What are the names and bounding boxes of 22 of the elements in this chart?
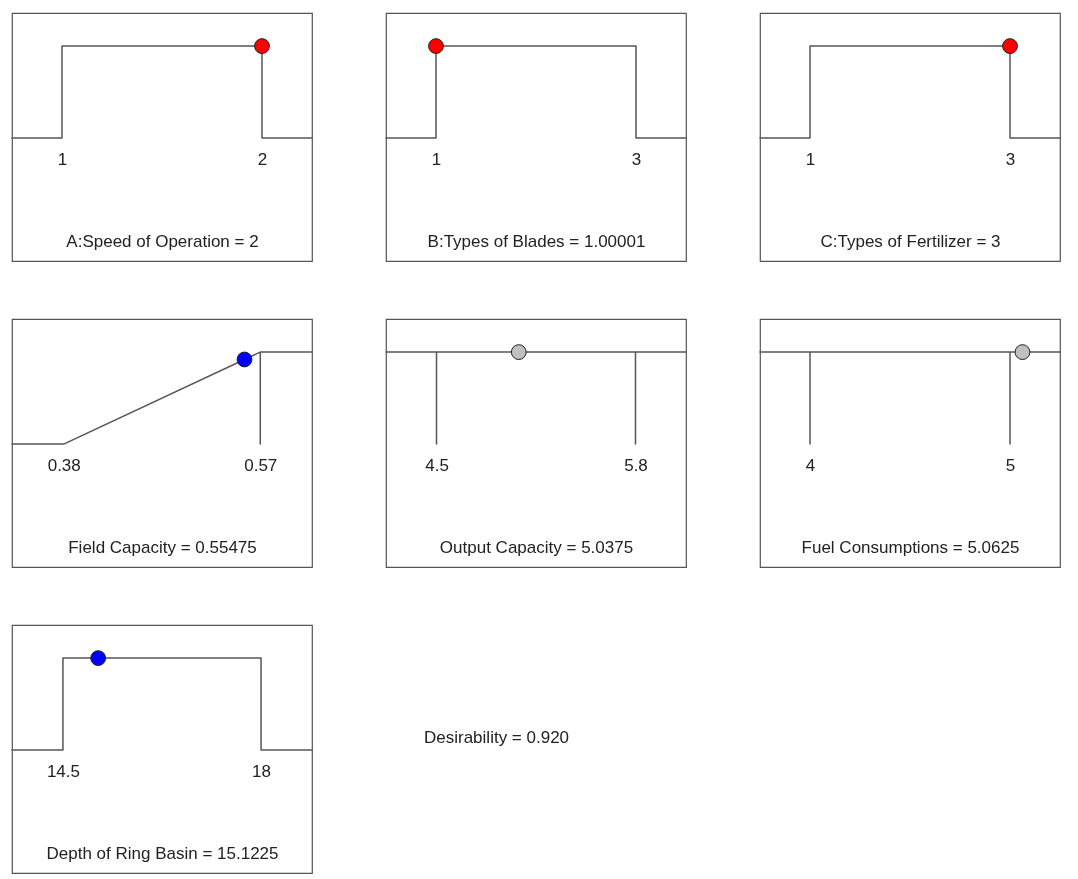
x-axis-title: Field Capacity = 0.55475 <box>68 537 257 557</box>
x-axis-title: Fuel Consumptions = 5.0625 <box>801 537 1020 557</box>
x-tick-label: 1 <box>805 149 816 169</box>
x-axis-title: C:Types of Fertilizer = 3 <box>820 231 1001 251</box>
x-tick-label: 14.5 <box>46 761 80 781</box>
x-tick-label: 18 <box>252 761 272 781</box>
x-tick-label: 5 <box>1005 455 1016 475</box>
text: Desirability = 0.920 <box>424 728 570 747</box>
x-tick-label: 4 <box>805 455 816 475</box>
x-axis-title: Depth of Ring Basin = 15.1225 <box>46 843 279 863</box>
x-tick-label: 1 <box>431 149 442 169</box>
x-tick-label: 2 <box>257 149 268 169</box>
x-axis-title: B:Types of Blades = 1.00001 <box>427 231 646 251</box>
x-axis-title: Output Capacity = 5.0375 <box>439 537 634 557</box>
x-tick-label: 1 <box>57 149 68 169</box>
x-tick-label: 3 <box>1005 149 1016 169</box>
x-tick-label: 5.8 <box>624 455 648 475</box>
x-tick-label: 3 <box>631 149 642 169</box>
x-tick-label: 0.38 <box>47 455 81 475</box>
x-tick-label: 0.57 <box>244 455 278 475</box>
x-tick-label: 4.5 <box>425 455 449 475</box>
x-axis-title: A:Speed of Operation = 2 <box>66 231 259 251</box>
